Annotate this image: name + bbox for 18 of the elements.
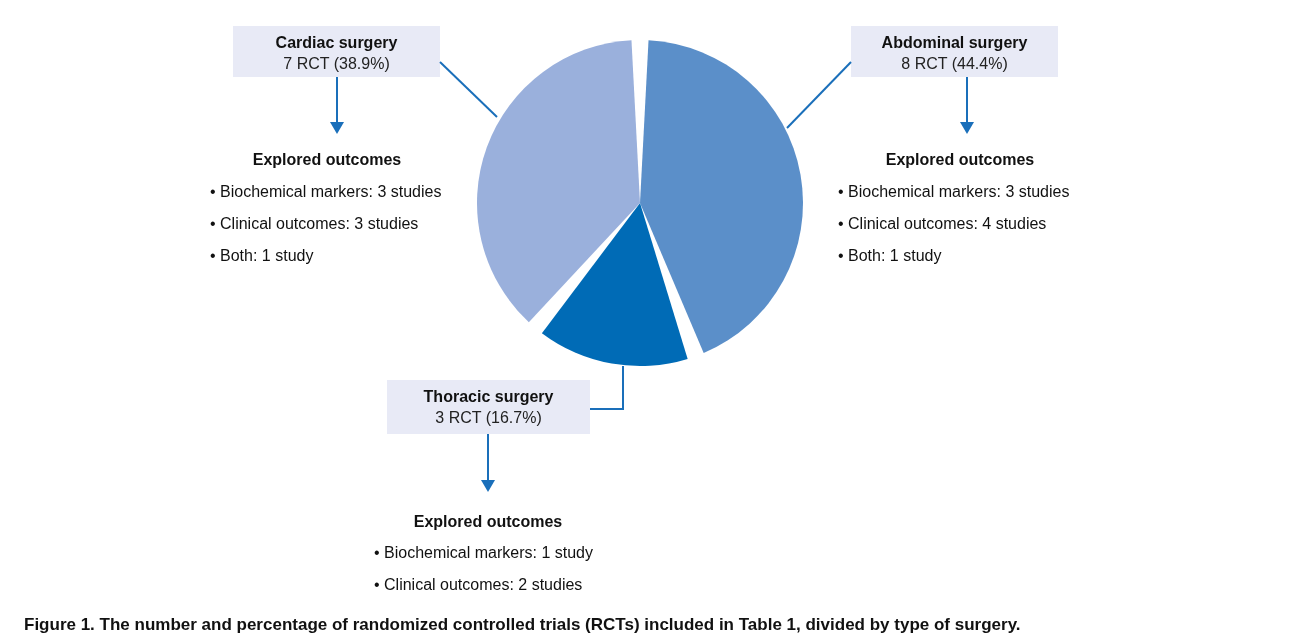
text: Explored outcomes (252, 150, 402, 168)
text: Explored outcomes (885, 150, 1035, 168)
slice-label: Thoracic surgery (423, 387, 554, 405)
text: • Both: 1 study (838, 246, 942, 264)
text: • Biochemical markers: 1 study (374, 543, 594, 561)
text: • Biochemical markers: 3 studies (210, 182, 442, 200)
text: • Clinical outcomes: 2 studies (374, 575, 583, 593)
text: Explored outcomes (413, 512, 563, 530)
slice-label: Cardiac surgery (275, 33, 398, 51)
caption: Figure 1. The number and percentage of randomized controlled trials (RCTs) included in Table 1, divided by type of surgery. (24, 614, 1021, 634)
text: • Clinical outcomes: 4 studies (838, 214, 1047, 232)
text: • Clinical outcomes: 3 studies (210, 214, 419, 232)
data-label: 8 RCT (44.4%) (901, 54, 1008, 72)
text: • Both: 1 study (210, 246, 314, 264)
slice-label: Abdominal surgery (881, 33, 1028, 51)
text: • Biochemical markers: 3 studies (838, 182, 1070, 200)
data-label: 3 RCT (16.7%) (435, 408, 542, 426)
data-label: 7 RCT (38.9%) (283, 54, 390, 72)
